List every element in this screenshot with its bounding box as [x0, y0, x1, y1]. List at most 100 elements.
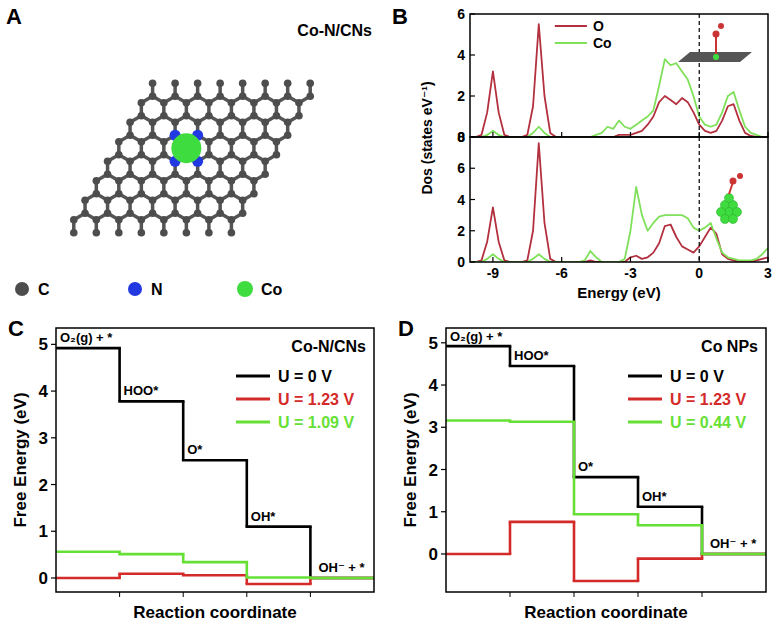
fermi-line — [699, 14, 700, 137]
c-atom — [284, 131, 292, 139]
y-tick-label: 0 — [457, 254, 465, 270]
step-connector — [637, 477, 640, 507]
o-icon — [737, 173, 743, 179]
y-tick — [470, 13, 475, 14]
step-connector — [309, 527, 312, 578]
y-tick — [470, 168, 475, 169]
c-atom — [205, 151, 213, 159]
c-atom — [126, 157, 134, 165]
step-connector — [701, 507, 704, 554]
energy-level — [638, 557, 702, 560]
c-atom — [284, 118, 292, 126]
state-label: O₂(g) + * — [450, 329, 503, 344]
legend-swatch — [628, 375, 662, 378]
x-tick — [699, 257, 700, 262]
y-tick-label: 0 — [457, 129, 465, 145]
data-group — [470, 137, 768, 262]
c-atom — [273, 151, 281, 159]
legend-label: Co — [593, 35, 612, 51]
c-atom — [115, 138, 123, 146]
x-tick-label: -3 — [624, 265, 637, 281]
legend-label: U = 1.23 V — [670, 391, 746, 408]
c-atom — [216, 196, 224, 204]
energy-level — [702, 553, 766, 556]
step-connector — [573, 422, 576, 515]
c-atom — [160, 229, 168, 237]
c-atom — [171, 196, 179, 204]
legend-label: N — [151, 281, 163, 298]
co-cluster-icon — [725, 194, 734, 203]
c-atom — [239, 131, 247, 139]
y-tick-label: 5 — [429, 334, 438, 353]
c-atom — [194, 170, 202, 178]
c-atom — [149, 196, 157, 204]
x-tick-label: 3 — [764, 265, 772, 281]
legend-swatch — [628, 421, 662, 424]
c-atom — [104, 170, 112, 178]
y-axis-label: Free Energy (eV) — [11, 392, 30, 527]
c-atom — [216, 92, 224, 100]
c-atom — [216, 209, 224, 217]
legend-label: U = 1.23 V — [278, 391, 354, 408]
x-tick-label: 0 — [695, 265, 703, 281]
energy-level — [56, 347, 120, 350]
co-cluster-icon — [729, 215, 738, 224]
c-atom — [205, 138, 213, 146]
y-tick — [470, 95, 475, 96]
c-atom — [228, 112, 236, 120]
step-connector — [637, 559, 640, 581]
c-atom — [205, 112, 213, 120]
state-label: HOO* — [124, 383, 160, 398]
c-atom — [228, 216, 236, 224]
c-atom — [104, 209, 112, 217]
c-atom — [205, 216, 213, 224]
co-atom — [171, 133, 201, 163]
y-tick — [441, 342, 446, 343]
c-atom — [160, 138, 168, 146]
c-atom — [138, 138, 146, 146]
c-atom — [239, 157, 247, 165]
step-connector — [509, 346, 512, 366]
x-tick — [574, 592, 575, 597]
state-label: O₂(g) + * — [60, 330, 113, 345]
x-tick — [119, 592, 120, 597]
legend-label: Co — [261, 281, 283, 298]
c-atom — [250, 99, 258, 107]
c-atom — [194, 118, 202, 126]
x-tick — [492, 257, 493, 262]
c-atom — [93, 229, 101, 237]
c-atom — [160, 216, 168, 224]
c-atom — [194, 209, 202, 217]
c-atom — [205, 99, 213, 107]
c-atom — [126, 170, 134, 178]
x-tick — [638, 592, 639, 597]
energy-level — [638, 524, 702, 527]
y-tick-label: 2 — [429, 461, 438, 480]
c-atom — [306, 79, 314, 87]
c-atom — [228, 138, 236, 146]
c-atom — [239, 209, 247, 217]
c-atom — [171, 118, 179, 126]
c-atom — [239, 92, 247, 100]
energy-level — [247, 583, 311, 586]
c-atom — [194, 92, 202, 100]
energy-level — [446, 419, 510, 422]
legend-swatch — [128, 282, 142, 296]
o-icon — [718, 23, 724, 29]
energy-level — [702, 553, 766, 556]
y-tick — [470, 199, 475, 200]
y-tick-label: 4 — [39, 382, 49, 401]
legend-label: U = 0 V — [670, 368, 724, 385]
x-tick — [702, 592, 703, 597]
c-atom — [205, 229, 213, 237]
y-tick — [51, 484, 56, 485]
c-atom — [216, 118, 224, 126]
c-atom — [138, 99, 146, 107]
c-atom — [171, 209, 179, 217]
step-connector — [118, 348, 121, 401]
c-atom — [115, 190, 123, 198]
background — [0, 0, 782, 637]
panel-a: ACo-N/CNsCNCo — [6, 4, 372, 298]
energy-level — [638, 505, 702, 508]
c-atom — [306, 92, 314, 100]
